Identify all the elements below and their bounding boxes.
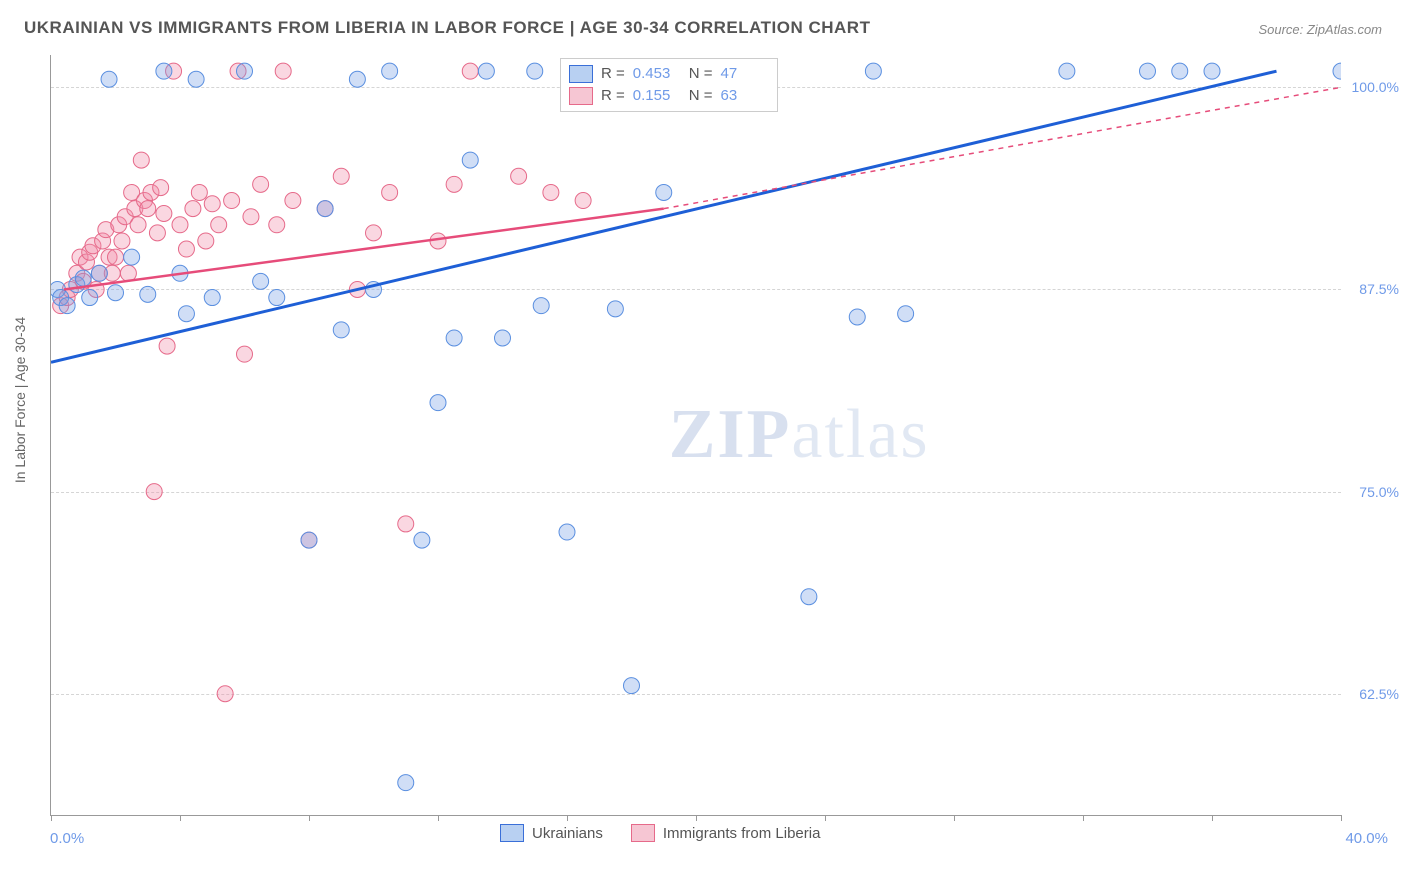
- x-tick: [438, 815, 439, 821]
- x-axis-min-label: 0.0%: [50, 830, 84, 847]
- legend-row-blue: R =0.453 N =47: [569, 63, 769, 85]
- x-tick: [180, 815, 181, 821]
- x-tick: [51, 815, 52, 821]
- y-tick-label: 87.5%: [1359, 281, 1399, 297]
- legend-label-liberia: Immigrants from Liberia: [663, 825, 821, 842]
- x-tick: [309, 815, 310, 821]
- y-tick-label: 62.5%: [1359, 686, 1399, 702]
- x-tick: [567, 815, 568, 821]
- y-tick-label: 75.0%: [1359, 484, 1399, 500]
- x-tick: [954, 815, 955, 821]
- x-tick: [1212, 815, 1213, 821]
- swatch-blue: [569, 65, 593, 83]
- legend-label-ukrainians: Ukrainians: [532, 825, 603, 842]
- swatch-pink: [569, 87, 593, 105]
- x-tick: [696, 815, 697, 821]
- swatch-ukrainians: [500, 824, 524, 842]
- plot-svg: [51, 55, 1341, 815]
- swatch-liberia: [631, 824, 655, 842]
- source-attribution: Source: ZipAtlas.com: [1258, 22, 1382, 37]
- x-tick: [1083, 815, 1084, 821]
- chart-title: UKRAINIAN VS IMMIGRANTS FROM LIBERIA IN …: [24, 18, 870, 38]
- legend-item-ukrainians: Ukrainians: [500, 824, 603, 842]
- legend-item-liberia: Immigrants from Liberia: [631, 824, 821, 842]
- x-tick: [825, 815, 826, 821]
- x-axis-max-label: 40.0%: [1345, 830, 1388, 847]
- y-axis-title: In Labor Force | Age 30-34: [12, 317, 28, 483]
- y-tick-label: 100.0%: [1352, 79, 1399, 95]
- plot-area: ZIPatlas 62.5%75.0%87.5%100.0%: [50, 55, 1341, 816]
- series-legend: Ukrainians Immigrants from Liberia: [500, 824, 820, 842]
- legend-row-pink: R =0.155 N =63: [569, 85, 769, 107]
- x-tick: [1341, 815, 1342, 821]
- correlation-legend: R =0.453 N =47 R =0.155 N =63: [560, 58, 778, 112]
